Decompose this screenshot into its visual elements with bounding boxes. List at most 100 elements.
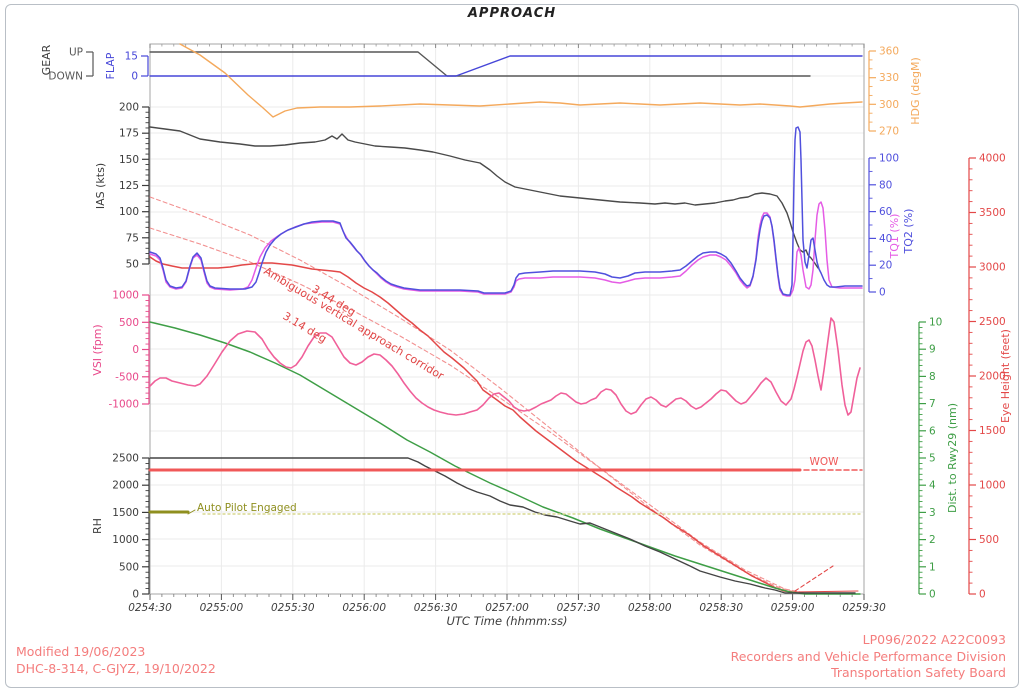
dist-axis-tick-label: 1 [929, 561, 936, 573]
gear-axis-tick-label: DOWN [48, 71, 83, 83]
x-tick-label: 0256:00 [342, 602, 386, 614]
tq-axis-tick-label: 0 [879, 287, 886, 299]
vsi-axis-tick-label: 1000 [112, 290, 139, 302]
rh-axis-tick-label: 2500 [112, 453, 139, 465]
tq-axis-title: TQ2 (%) [902, 209, 915, 255]
flap-axis-tick-label: 15 [125, 51, 138, 63]
ias-axis-tick-label: 100 [119, 206, 139, 218]
footer-modified-date: Modified 19/06/2023 [16, 644, 146, 659]
rh-axis-tick-label: 0 [132, 589, 139, 601]
ias-axis-tick-label: 50 [126, 259, 139, 271]
hdg-axis-title: HDG (degM) [909, 57, 922, 125]
x-tick-label: 0255:30 [271, 602, 315, 614]
dist-axis-tick-label: 7 [929, 398, 936, 410]
series-eye-height-ground [791, 590, 859, 593]
rh-axis-tick-label: 1500 [112, 507, 139, 519]
dist-axis-tick-label: 5 [929, 453, 936, 465]
tq-axis-tick-label: 40 [879, 233, 892, 245]
eye-axis-title: Eye Height (feet) [999, 329, 1012, 423]
x-tick-label: 0258:00 [628, 602, 672, 614]
tq-axis-tick-label: 80 [879, 179, 892, 191]
dist-axis-tick-label: 4 [929, 480, 936, 492]
dist-axis-tick-label: 2 [929, 534, 936, 546]
dist-axis-tick-label: 3 [929, 507, 936, 519]
rh-axis-tick-label: 500 [119, 561, 139, 573]
hdg-axis-tick-label: 300 [879, 99, 899, 111]
tq-axis-title: TQ1 (%) [888, 214, 901, 260]
eye-axis-tick-label: 3500 [979, 207, 1006, 219]
tq-axis-tick-label: 20 [879, 260, 892, 272]
x-tick-label: 0259:30 [842, 602, 886, 614]
x-tick-label: 0257:00 [485, 602, 529, 614]
flap-axis-title: FLAP [104, 52, 117, 79]
series-corridor-3.14deg [149, 227, 806, 594]
footer-organization: Transportation Safety Board [831, 665, 1006, 680]
ias-axis-tick-label: 125 [119, 180, 139, 192]
ias-axis-tick-label: 150 [119, 154, 139, 166]
series-flap [149, 55, 863, 77]
x-tick-label: 0259:00 [771, 602, 815, 614]
annotation-auto-pilot-engaged: Auto Pilot Engaged [197, 502, 297, 514]
ias-axis-tick-label: 175 [119, 128, 139, 140]
dist-axis-tick-label: 6 [929, 425, 936, 437]
flap-axis-tick-label: 0 [131, 71, 138, 83]
vsi-axis-tick-label: -1000 [108, 399, 139, 411]
eye-axis-tick-label: 2000 [979, 371, 1006, 383]
series-tq1 [149, 201, 863, 297]
series-ias [149, 126, 819, 269]
page-border [5, 4, 1019, 688]
eye-axis-tick-label: 1000 [979, 480, 1006, 492]
rh-axis-title: RH [91, 518, 104, 534]
x-tick-label: 0255:00 [200, 602, 244, 614]
footer-left: Modified 19/06/2023 DHC-8-314, C-GJYZ, 1… [16, 644, 216, 677]
series-hdg [179, 43, 863, 118]
tq-axis-tick-label: 100 [879, 153, 899, 165]
vsi-axis-tick-label: 0 [132, 344, 139, 356]
series-eye-height-rollout-dash [794, 565, 834, 592]
ias-axis-tick-label: 200 [119, 102, 139, 114]
x-tick-label: 0254:30 [128, 602, 172, 614]
hdg-axis-tick-label: 360 [879, 46, 899, 58]
x-tick-label: 0258:30 [699, 602, 743, 614]
eye-axis-tick-label: 0 [979, 589, 986, 601]
rh-axis-tick-label: 2000 [112, 480, 139, 492]
series-tq2 [149, 126, 863, 296]
annotation-wow: WOW [809, 456, 839, 468]
x-axis-title: UTC Time (hhmm:ss) [446, 614, 567, 628]
eye-axis-tick-label: 3000 [979, 262, 1006, 274]
ias-axis-title: IAS (kts) [94, 163, 107, 209]
series-dist-to-rwy29 [149, 321, 861, 595]
x-tick-label: 0256:30 [414, 602, 458, 614]
dist-axis-tick-label: 10 [929, 317, 942, 329]
gear-axis-title: GEAR [40, 44, 53, 75]
series-rh [149, 457, 856, 594]
eye-axis-tick-label: 4000 [979, 153, 1006, 165]
footer-report-number: LP096/2022 A22C0093 [862, 632, 1006, 647]
series-vsi [149, 317, 861, 416]
dist-axis-tick-label: 0 [929, 589, 936, 601]
x-tick-label: 0257:30 [557, 602, 601, 614]
vsi-axis-tick-label: -500 [115, 371, 139, 383]
footer-division: Recorders and Vehicle Performance Divisi… [730, 648, 1006, 664]
eye-axis-tick-label: 500 [979, 534, 999, 546]
dist-axis-tick-label: 9 [929, 344, 936, 356]
footer-right: LP096/2022 A22C0093 Recorders and Vehicl… [731, 632, 1006, 682]
hdg-axis-tick-label: 330 [879, 72, 899, 84]
ias-axis-tick-label: 75 [126, 232, 139, 244]
series-autopilot-leader [187, 509, 196, 515]
dist-axis-tick-label: 8 [929, 371, 936, 383]
hdg-axis-tick-label: 270 [879, 126, 899, 138]
series-gear [149, 51, 811, 77]
vsi-axis-tick-label: 500 [119, 317, 139, 329]
tq-axis-tick-label: 60 [879, 206, 892, 218]
gear-axis-tick-label: UP [69, 47, 83, 59]
eye-axis-tick-label: 2500 [979, 316, 1006, 328]
dist-axis-title: Dist. to Rwy29 (nm) [946, 403, 959, 513]
footer-aircraft-id: DHC-8-314, C-GJYZ, 19/10/2022 [16, 660, 216, 676]
vsi-axis-title: VSI (fpm) [91, 324, 104, 375]
eye-axis-tick-label: 1500 [979, 425, 1006, 437]
rh-axis-tick-label: 1000 [112, 534, 139, 546]
chart-title: APPROACH [467, 6, 557, 21]
